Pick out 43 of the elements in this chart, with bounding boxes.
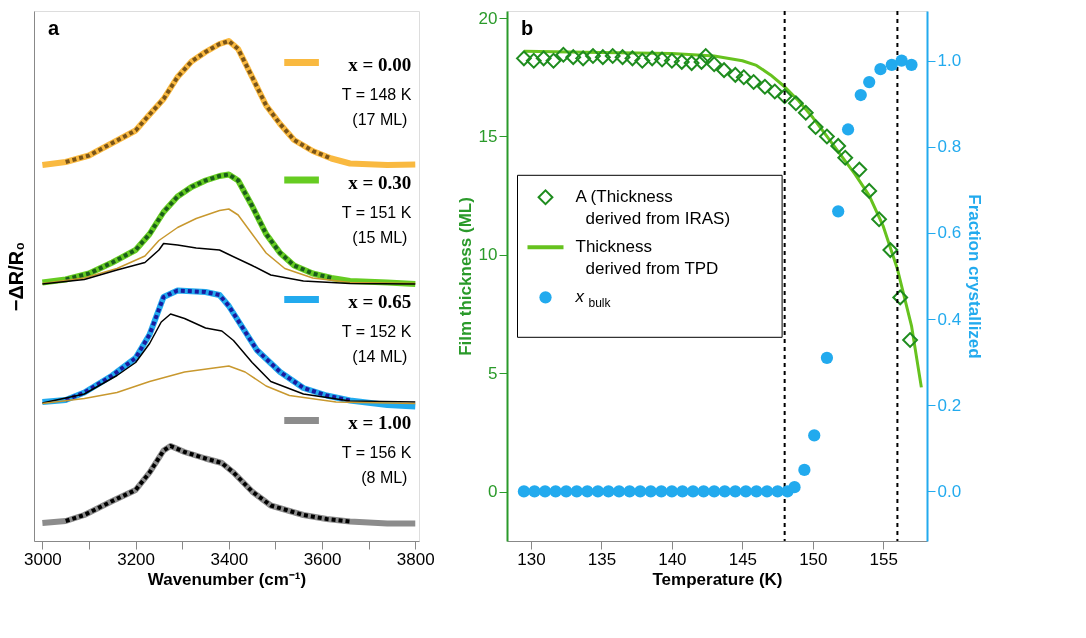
annotation: T = 148 K (341, 86, 412, 103)
y2-tick-label: 0.6 (937, 223, 962, 243)
y-axis-title: Film thickness (ML) (455, 197, 475, 356)
annotation: T = 151 K (341, 203, 412, 221)
y-axis-title: −ΔR/R₀ (4, 241, 27, 312)
y2-tick-label: 1.0 (937, 51, 962, 71)
x-tick-label: 130 (517, 549, 546, 569)
x-tick-label: 135 (587, 549, 617, 569)
annotation: (17 ML) (352, 111, 408, 128)
chart-title: a (48, 17, 60, 39)
y2-tick-label: 0.8 (937, 137, 962, 157)
x-tick-label: 3000 (23, 549, 62, 569)
x-tick-label: 145 (728, 549, 758, 569)
legend-label: Thickness derived from TPD (575, 237, 719, 279)
x-tick-label: 140 (658, 549, 687, 569)
y-tick-label: 10 (478, 245, 498, 265)
annotation: T = 152 K (341, 323, 412, 340)
y2-tick-label: 0.4 (937, 309, 962, 329)
legend-label: A (Thickness derived from IRAS) (575, 187, 731, 229)
annotation: (14 ML) (352, 348, 408, 365)
chart-title: b (521, 17, 534, 39)
y2-tick-label: 0.0 (937, 481, 962, 501)
legend-label: x = 0.30 (348, 171, 412, 193)
annotation: T = 156 K (341, 444, 412, 461)
legend-label: x = 0.00 (348, 54, 412, 75)
x-tick-label: 3400 (210, 549, 249, 569)
x-tick-label: 155 (869, 549, 898, 569)
x-axis-title: Wavenumber (cm⁻¹) (147, 569, 307, 589)
y2-tick-label: 0.2 (937, 395, 962, 415)
x-tick-label: 3200 (117, 549, 156, 569)
y-tick-label: 5 (488, 363, 498, 383)
annotation: (8 ML) (361, 469, 408, 486)
x-tick-label: 150 (799, 549, 828, 569)
y-tick-label: 15 (478, 126, 498, 146)
y-tick-label: 20 (478, 8, 498, 28)
y2-axis-title: Fraction crystallized (965, 194, 985, 359)
x-tick-label: 3800 (396, 549, 435, 569)
y-tick-label: 0 (488, 482, 498, 502)
legend-label: x = 0.65 (348, 291, 412, 312)
x-tick-label: 3600 (303, 549, 342, 569)
annotation: (15 ML) (352, 228, 408, 246)
legend-label: x = 1.00 (348, 412, 412, 433)
x-axis-title: Temperature (K) (652, 569, 783, 589)
